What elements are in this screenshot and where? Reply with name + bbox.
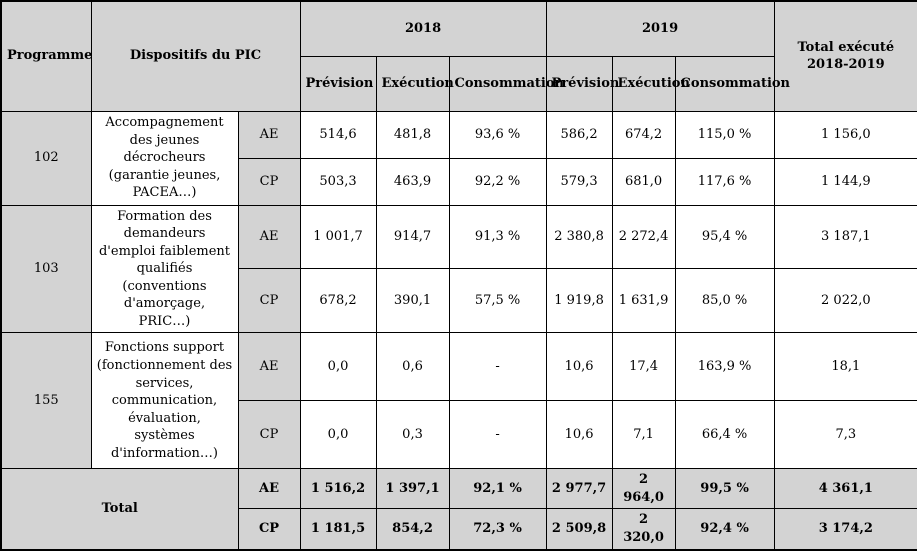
cell-value: 579,3 bbox=[545, 157, 613, 206]
cell-total-value: 2 509,8 bbox=[545, 508, 613, 551]
unit-cp: CP bbox=[237, 268, 301, 334]
cell-value: 1 144,9 bbox=[773, 157, 917, 206]
cell-value: 678,2 bbox=[299, 268, 377, 334]
cell-total-value: 854,2 bbox=[375, 508, 450, 551]
row-155-cp: CP 0,0 0,3 - 10,6 7,1 66,4 % 7,3 bbox=[1, 400, 917, 470]
cell-value: 57,5 % bbox=[448, 268, 547, 334]
cell-value: 0,3 bbox=[375, 400, 450, 470]
cell-value: 17,4 bbox=[611, 332, 676, 402]
cell-value: 2 272,4 bbox=[611, 204, 676, 270]
cell-value: 481,8 bbox=[375, 110, 450, 159]
unit-ae: AE bbox=[237, 110, 301, 159]
cell-value: 463,9 bbox=[375, 157, 450, 206]
cell-value: 0,0 bbox=[299, 332, 377, 402]
total-label: Total bbox=[0, 468, 239, 551]
header-year-2019: 2019 bbox=[545, 0, 775, 57]
programme-number: 102 bbox=[0, 110, 92, 206]
programme-number: 103 bbox=[0, 204, 92, 334]
cell-value: 10,6 bbox=[545, 332, 613, 402]
cell-value: 1 919,8 bbox=[545, 268, 613, 334]
cell-value: 1 156,0 bbox=[773, 110, 917, 159]
header-consommation-2018: Consommation bbox=[448, 55, 564, 112]
unit-cp: CP bbox=[237, 400, 301, 470]
cell-value: 93,6 % bbox=[448, 110, 547, 159]
cell-value: 18,1 bbox=[773, 332, 917, 402]
header-row-2: Prévision Exécution Consommation Prévisi… bbox=[1, 55, 917, 112]
cell-value: 92,2 % bbox=[448, 157, 547, 206]
header-execution-2018: Exécution bbox=[375, 55, 454, 112]
cell-value: 0,6 bbox=[375, 332, 450, 402]
dispositif-label: Formation des demandeurs d'emploi faible… bbox=[90, 204, 239, 334]
cell-total-value: 2 320,0 bbox=[611, 508, 676, 551]
header-total-execute: Total exécuté 2018-2019 bbox=[773, 0, 917, 112]
cell-value: 2 380,8 bbox=[545, 204, 613, 270]
cell-value: 1 631,9 bbox=[611, 268, 676, 334]
cell-value: 0,0 bbox=[299, 400, 377, 470]
cell-total-value: 92,4 % bbox=[674, 508, 775, 551]
unit-cp: CP bbox=[237, 157, 301, 206]
cell-value: 163,9 % bbox=[674, 332, 775, 402]
cell-total-value: 1 181,5 bbox=[299, 508, 377, 551]
cell-value: - bbox=[448, 332, 547, 402]
cell-value: 7,1 bbox=[611, 400, 676, 470]
cell-value: 503,3 bbox=[299, 157, 377, 206]
cell-value: - bbox=[448, 400, 547, 470]
dispositif-label: Fonctions support (fonctionnement des se… bbox=[90, 332, 239, 470]
header-prevision-2019: Prévision bbox=[545, 55, 619, 112]
cell-value: 390,1 bbox=[375, 268, 450, 334]
cell-value: 115,0 % bbox=[674, 110, 775, 159]
cell-value: 586,2 bbox=[545, 110, 613, 159]
header-programme: Programme bbox=[0, 0, 92, 112]
unit-ae: AE bbox=[237, 332, 301, 402]
cell-value: 681,0 bbox=[611, 157, 676, 206]
cell-total-value: 3 174,2 bbox=[773, 508, 917, 551]
row-103-ae: 103 Formation des demandeurs d'emploi fa… bbox=[0, 204, 917, 334]
unit-ae: AE bbox=[237, 204, 301, 270]
row-102-cp: CP 503,3 463,9 92,2 % 579,3 681,0 117,6 … bbox=[1, 157, 917, 206]
cell-value: 91,3 % bbox=[448, 204, 547, 270]
programme-number: 155 bbox=[0, 332, 92, 470]
cell-total-value: 72,3 % bbox=[448, 508, 547, 551]
dispositif-label: Accompagnement des jeunes décrocheurs (g… bbox=[90, 110, 239, 206]
cell-value: 85,0 % bbox=[674, 268, 775, 334]
cell-value: 7,3 bbox=[773, 400, 917, 470]
cell-value: 1 001,7 bbox=[299, 204, 377, 270]
header-execution-2019: Exécution bbox=[611, 55, 690, 112]
header-prevision-2018: Prévision bbox=[299, 55, 377, 112]
cell-value: 10,6 bbox=[545, 400, 613, 470]
cell-value: 674,2 bbox=[611, 110, 676, 159]
unit-cp: CP bbox=[237, 508, 301, 551]
cell-value: 3 187,1 bbox=[773, 204, 917, 270]
header-row-1: Programme Dispositifs du PIC 2018 2019 T… bbox=[0, 0, 917, 112]
cell-value: 914,7 bbox=[375, 204, 450, 270]
row-102-ae: 102 Accompagnement des jeunes décrocheur… bbox=[0, 110, 917, 206]
cell-value: 95,4 % bbox=[674, 204, 775, 270]
cell-value: 66,4 % bbox=[674, 400, 775, 470]
cell-value: 117,6 % bbox=[674, 157, 775, 206]
row-155-ae: 155 Fonctions support (fonctionnement de… bbox=[0, 332, 917, 470]
row-103-cp: CP 678,2 390,1 57,5 % 1 919,8 1 631,9 85… bbox=[1, 268, 917, 334]
header-dispositifs: Dispositifs du PIC bbox=[90, 0, 301, 112]
header-year-2018: 2018 bbox=[299, 0, 547, 57]
cell-value: 514,6 bbox=[299, 110, 377, 159]
header-consommation-2019: Consommation bbox=[674, 55, 790, 112]
cell-value: 2 022,0 bbox=[773, 268, 917, 334]
